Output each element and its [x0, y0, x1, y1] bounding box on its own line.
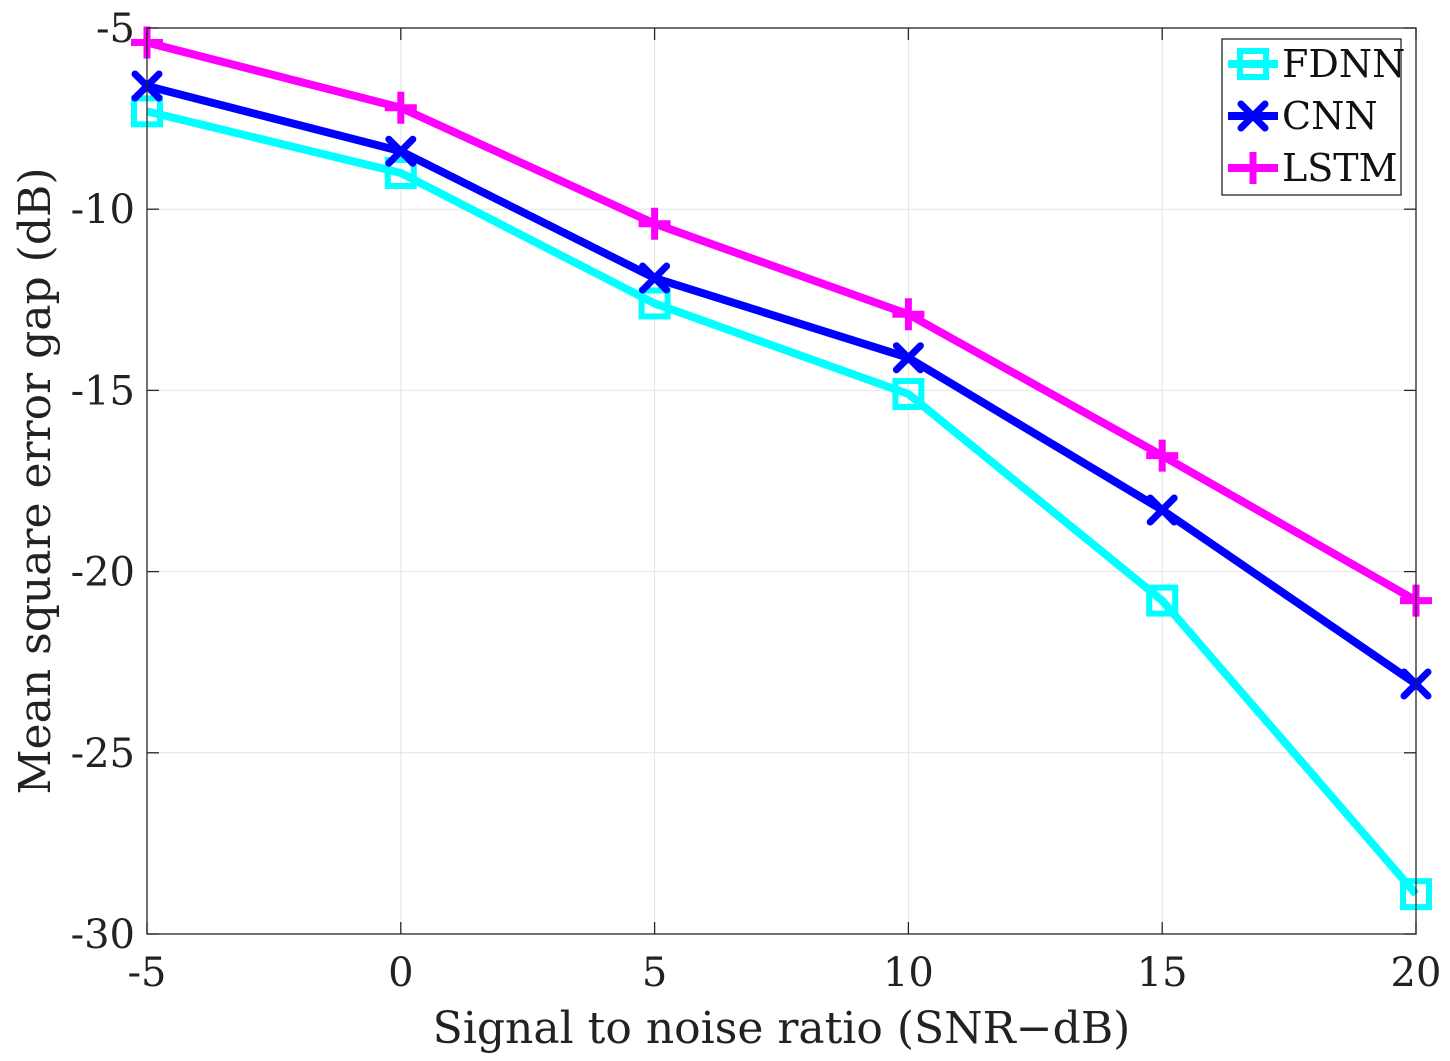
data-point-lstm — [1146, 439, 1179, 472]
y-tick-label: -20 — [71, 550, 135, 596]
data-point-lstm — [638, 207, 671, 240]
y-tick-label: -5 — [96, 6, 135, 52]
marker-stroke — [639, 262, 671, 294]
data-point-cnn — [385, 135, 417, 167]
series-cnn — [131, 70, 1432, 700]
y-tick-label: -15 — [71, 368, 135, 414]
x-tick-label: 15 — [1137, 950, 1188, 996]
legend-marker-lstm — [1237, 152, 1269, 184]
x-tick-label: -5 — [128, 950, 167, 996]
data-point-cnn — [892, 342, 924, 374]
axes — [146, 27, 1417, 935]
marker-stroke — [1237, 100, 1269, 132]
data-point-fdnn — [1146, 584, 1179, 617]
x-tick-label: 20 — [1391, 950, 1442, 996]
y-axis-label: Mean square error gap (dB) — [10, 167, 61, 794]
y-tick-label: -10 — [71, 187, 135, 233]
data-point-fdnn — [892, 378, 925, 411]
legend-item-fdnn: FDNN — [1228, 42, 1405, 86]
x-tick-label: 10 — [883, 950, 934, 996]
x-axis-label: Signal to noise ratio (SNR−dB) — [433, 1003, 1131, 1054]
data-point-fdnn — [384, 156, 417, 189]
legend-label-cnn: CNN — [1282, 94, 1378, 138]
series-line-fdnn — [146, 107, 1420, 897]
legend-marker-fdnn — [1237, 48, 1269, 80]
data-point-cnn — [1146, 494, 1178, 526]
marker-stroke — [892, 342, 924, 374]
x-tick-label: 5 — [642, 950, 667, 996]
data-point-lstm — [384, 91, 417, 124]
series-lines — [131, 26, 1432, 911]
series-line-lstm — [146, 38, 1418, 605]
legend-item-cnn: CNN — [1228, 94, 1378, 138]
data-point-cnn — [639, 262, 671, 294]
tick-labels: -5 0 5 10 15 20 -5 -10 -15 -20 -25 -30 — [71, 6, 1442, 996]
series-line-cnn — [146, 82, 1419, 688]
plot-area-frame — [146, 27, 1417, 935]
marker-stroke — [385, 135, 417, 167]
data-point-fdnn — [638, 287, 671, 320]
series-fdnn — [131, 95, 1432, 911]
legend-marker-cnn — [1237, 100, 1269, 132]
legend-label-fdnn: FDNN — [1282, 42, 1405, 86]
x-tick-label: 0 — [388, 950, 413, 996]
marker-stroke — [1146, 494, 1178, 526]
legend-item-lstm: LSTM — [1228, 146, 1398, 190]
y-tick-label: -25 — [71, 731, 135, 777]
y-tick-label: -30 — [71, 912, 135, 958]
legend: FDNN CNN LSTM — [1221, 38, 1405, 196]
legend-label-lstm: LSTM — [1282, 146, 1398, 190]
data-point-lstm — [892, 298, 925, 331]
